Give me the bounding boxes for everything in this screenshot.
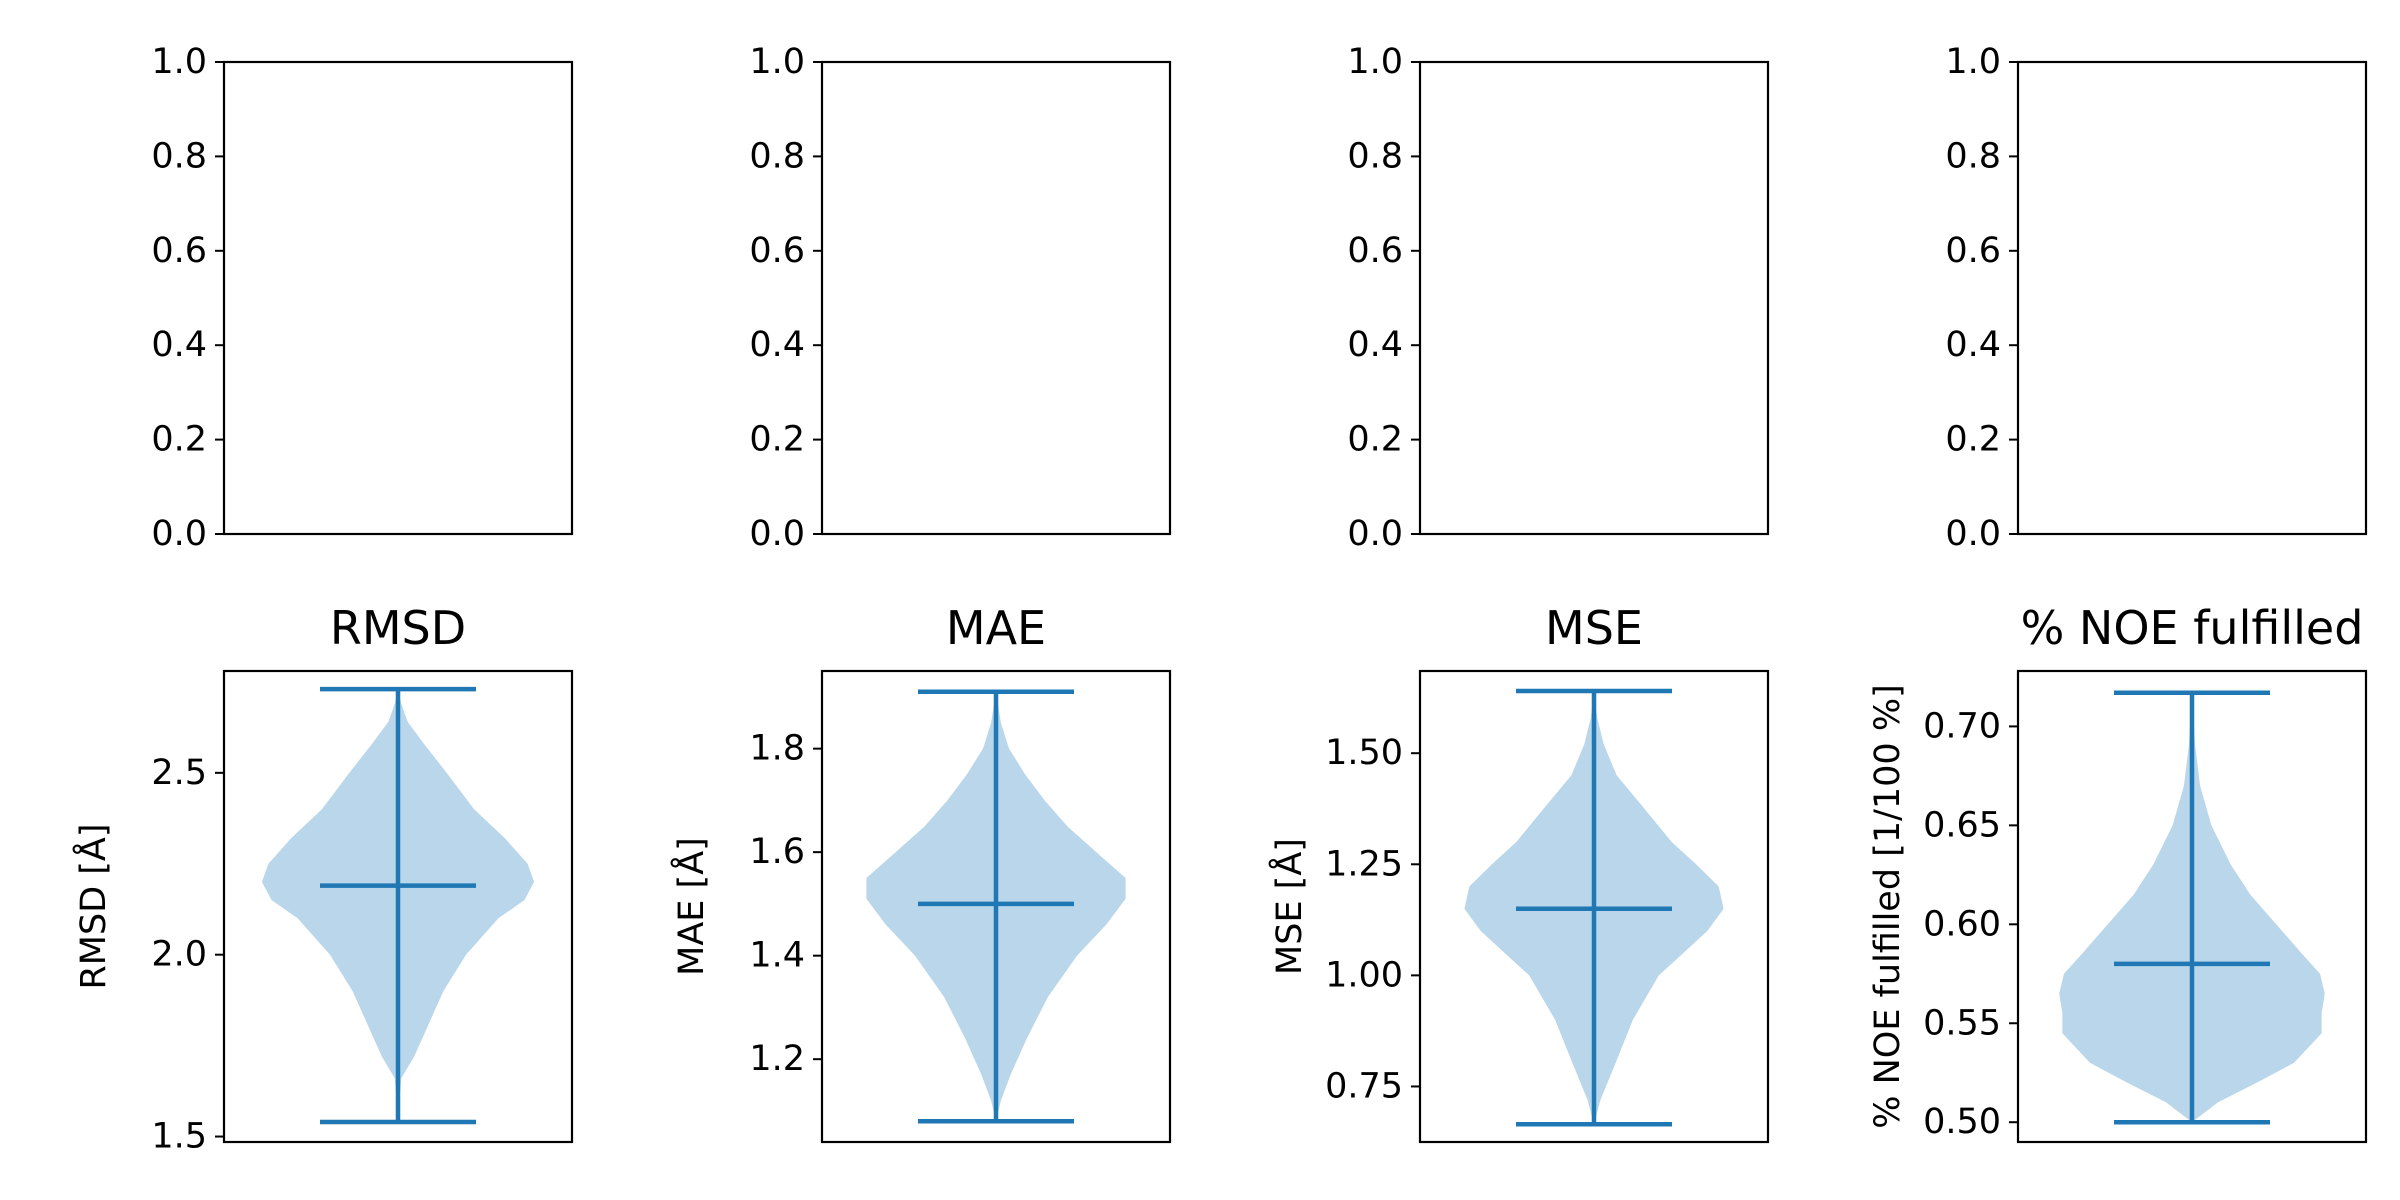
- y-tick-label: 0.8: [151, 136, 207, 176]
- y-tick-label: 0.2: [151, 420, 207, 460]
- y-tick-label: 0.8: [749, 136, 805, 176]
- y-tick-label: 1.4: [749, 936, 805, 976]
- y-tick-label: 0.8: [1347, 136, 1403, 176]
- y-axis-label: % NOE fulfilled [1/100 %]: [1868, 684, 1908, 1129]
- panel-5: 1.5 2.0 2.5 RMSD RMSD [Å]: [71, 601, 574, 1157]
- y-tick-label: 2.0: [151, 935, 207, 975]
- panel-title: % NOE fulfilled: [2021, 601, 2364, 655]
- violin-plot-grid: 0.00.20.40.60.81.00.00.20.40.60.81.00.00…: [71, 42, 2368, 1157]
- panel-3: 0.0 0.2 0.4 0.6 0.8 1.0: [1347, 42, 1770, 554]
- y-tick-label: 2.5: [151, 753, 207, 793]
- y-tick-label: 1.0: [1347, 42, 1403, 82]
- y-tick-label: 1.0: [749, 42, 805, 82]
- y-tick-label: 0.55: [1923, 1003, 2001, 1043]
- y-axis-label: MAE [Å]: [669, 837, 712, 976]
- axes-frame: [222, 669, 574, 1144]
- panel-6: 1.2 1.4 1.6 1.8 MAE MAE [Å]: [669, 601, 1172, 1144]
- y-tick-label: 0.6: [1347, 231, 1403, 271]
- axes-frame: [2016, 60, 2368, 536]
- y-tick-label: 0.6: [1945, 231, 2001, 271]
- axes-frame: [820, 669, 1172, 1144]
- y-tick-label: 0.2: [1945, 420, 2001, 460]
- y-tick-label: 0.0: [1347, 514, 1403, 554]
- axes-frame: [1418, 669, 1770, 1144]
- y-tick-label: 0.65: [1923, 805, 2001, 845]
- y-tick-label: 1.2: [749, 1039, 805, 1079]
- panel-1: 0.0 0.2 0.4 0.6 0.8 1.0: [151, 42, 574, 554]
- y-tick-label: 1.50: [1325, 733, 1403, 773]
- y-tick-label: 1.00: [1325, 955, 1403, 995]
- y-tick-label: 0.4: [1347, 325, 1403, 365]
- y-tick-label: 1.0: [1945, 42, 2001, 82]
- y-tick-label: 1.0: [151, 42, 207, 82]
- y-tick-label: 1.25: [1325, 844, 1403, 884]
- y-axis-label: MSE [Å]: [1267, 838, 1310, 975]
- panel-title: RMSD: [330, 601, 466, 655]
- y-tick-label: 1.8: [749, 729, 805, 769]
- axes-frame: [2016, 669, 2368, 1144]
- y-tick-label: 1.6: [749, 832, 805, 872]
- panel-4: 0.0 0.2 0.4 0.6 0.8 1.0: [1945, 42, 2368, 554]
- panel-7: 0.75 1.00 1.25 1.50 MSE MSE [Å]: [1267, 601, 1770, 1144]
- axes-frame: [1418, 60, 1770, 536]
- axes-frame: [820, 60, 1172, 536]
- y-tick-label: 0.6: [749, 231, 805, 271]
- y-tick-label: 0.0: [749, 514, 805, 554]
- y-tick-label: 0.2: [1347, 420, 1403, 460]
- y-tick-label: 0.6: [151, 231, 207, 271]
- y-tick-label: 0.2: [749, 420, 805, 460]
- y-tick-label: 0.4: [1945, 325, 2001, 365]
- panel-8: 0.50 0.55 0.60 0.65 0.70 % NOE fulfilled % NOE…: [1868, 601, 2368, 1144]
- y-tick-label: 0.60: [1923, 904, 2001, 944]
- y-tick-label: 0.0: [1945, 514, 2001, 554]
- y-tick-label: 0.70: [1923, 706, 2001, 746]
- y-tick-label: 0.75: [1325, 1066, 1403, 1106]
- y-axis-label: RMSD [Å]: [71, 823, 114, 989]
- panel-2: 0.0 0.2 0.4 0.6 0.8 1.0: [749, 42, 1172, 554]
- axes-frame: [222, 60, 574, 536]
- y-tick-label: 0.0: [151, 514, 207, 554]
- y-tick-label: 1.5: [151, 1117, 207, 1157]
- y-tick-label: 0.4: [151, 325, 207, 365]
- panel-title: MAE: [946, 601, 1046, 655]
- y-tick-label: 0.4: [749, 325, 805, 365]
- y-tick-label: 0.8: [1945, 136, 2001, 176]
- y-tick-label: 0.50: [1923, 1102, 2001, 1142]
- panel-title: MSE: [1545, 601, 1643, 655]
